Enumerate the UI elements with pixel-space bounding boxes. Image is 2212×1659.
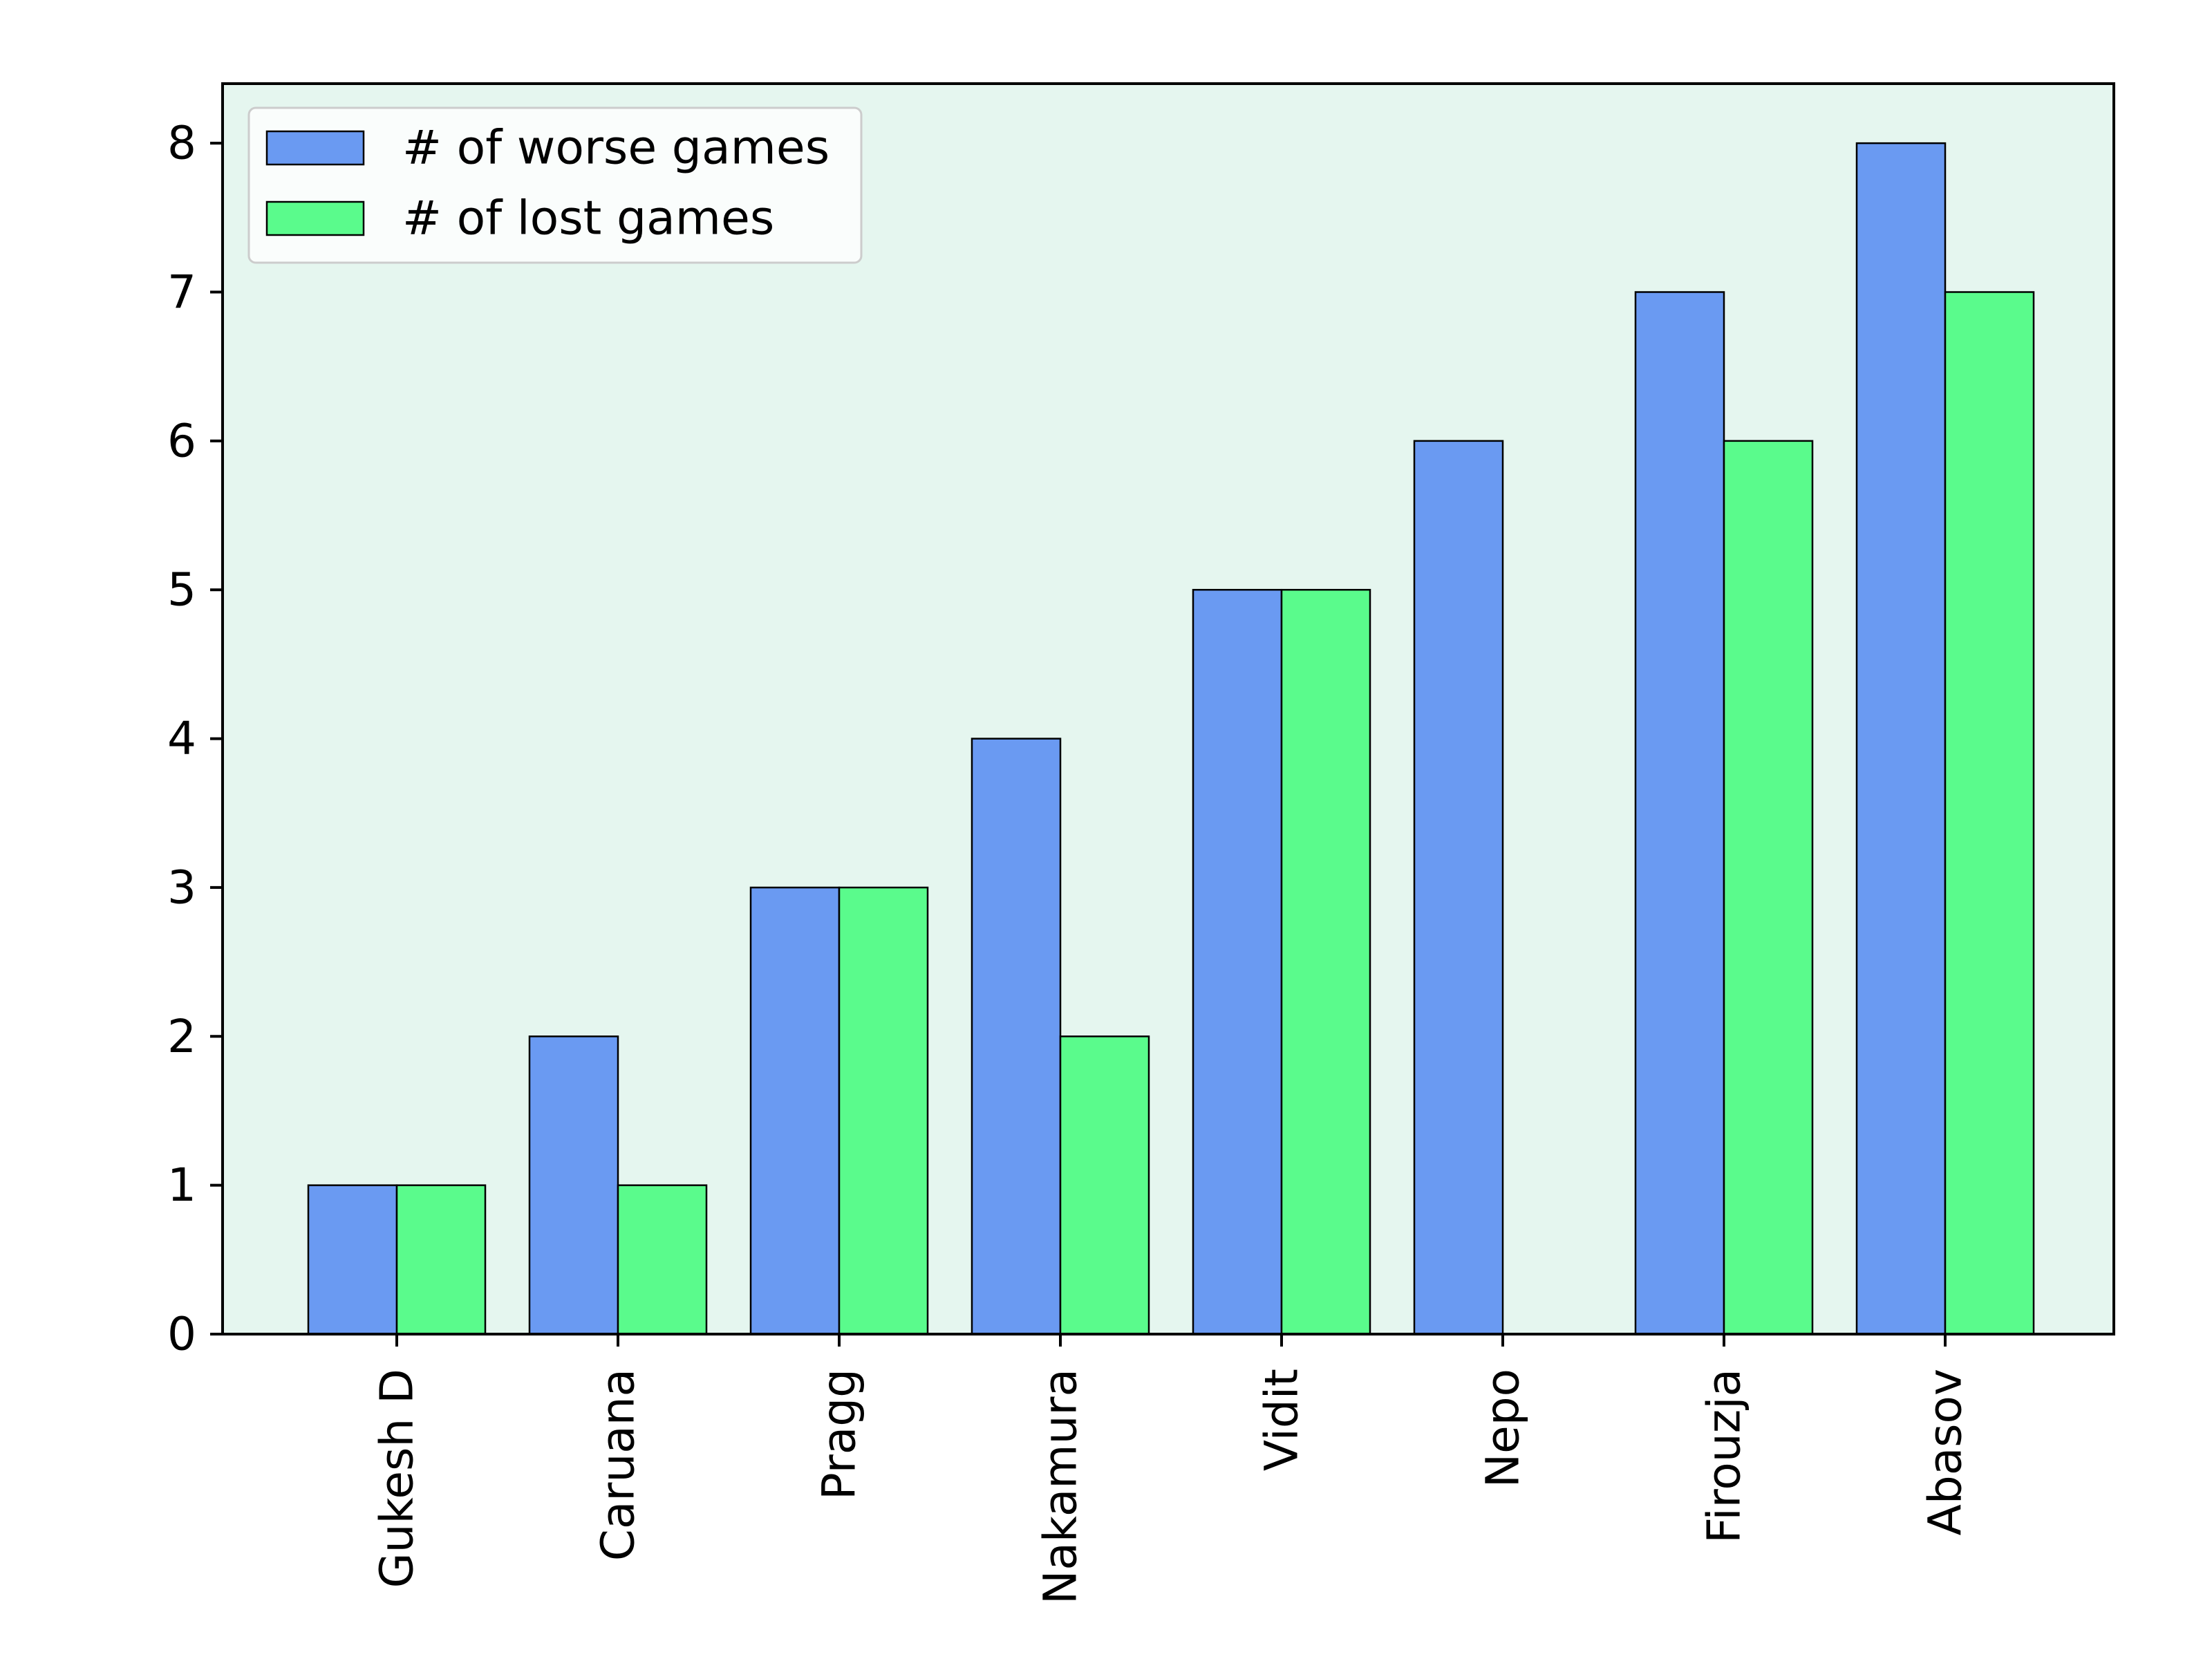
bar-lost-gukesh-d xyxy=(395,1184,487,1335)
legend-label: # of worse games xyxy=(402,121,830,176)
y-axis: 0 1 2 3 4 5 6 7 8 xyxy=(167,117,223,1361)
plot-frame xyxy=(221,82,2115,1335)
bars-group xyxy=(307,142,2035,1335)
bar-worse-firouzja xyxy=(1634,291,1725,1335)
y-tick-label: 6 xyxy=(167,414,196,467)
bar-worse-gukesh-d xyxy=(307,1184,398,1335)
bar-lost-abasov xyxy=(1944,291,2035,1335)
legend-swatch xyxy=(265,200,365,236)
x-tick-label: Nakamura xyxy=(1034,1369,1087,1604)
y-tick-label: 1 xyxy=(167,1159,196,1212)
x-tick-label: Vidit xyxy=(1255,1369,1309,1471)
x-tick-label: Nepo xyxy=(1477,1369,1530,1488)
x-axis: Gukesh D Caruana Pragg Nakamura Vidit Nepo Fir… xyxy=(371,1334,1972,1604)
bar-worse-pragg xyxy=(749,886,841,1335)
bar-lost-pragg xyxy=(838,886,929,1335)
x-tick-label: Gukesh D xyxy=(371,1369,424,1588)
bar-lost-vidit xyxy=(1280,588,1371,1335)
bar-lost-nakamura xyxy=(1059,1035,1150,1335)
bar-lost-firouzja xyxy=(1723,440,1814,1335)
x-tick-label: Pragg xyxy=(813,1369,866,1500)
bar-worse-nakamura xyxy=(971,738,1062,1335)
legend-swatch xyxy=(265,130,365,166)
x-tick-label: Abasov xyxy=(1919,1369,1972,1535)
x-tick-label: Firouzja xyxy=(1698,1369,1751,1544)
bar-worse-nepo xyxy=(1413,440,1504,1335)
legend-label: # of lost games xyxy=(402,191,774,246)
bar-worse-caruana xyxy=(528,1035,619,1335)
y-tick-label: 0 xyxy=(167,1308,196,1361)
legend-box xyxy=(247,106,863,264)
y-tick-label: 2 xyxy=(167,1010,196,1063)
bar-worse-vidit xyxy=(1192,588,1283,1335)
y-tick-label: 3 xyxy=(167,861,196,914)
bar-lost-caruana xyxy=(617,1184,708,1335)
x-tick-label: Caruana xyxy=(592,1369,645,1561)
y-tick-label: 5 xyxy=(167,563,196,617)
y-tick-label: 4 xyxy=(167,712,196,765)
legend: # of worse games # of lost games xyxy=(247,106,863,264)
y-tick-label: 7 xyxy=(167,265,196,319)
plot-background xyxy=(223,84,2114,1334)
y-tick-label: 8 xyxy=(167,117,196,170)
bar-worse-abasov xyxy=(1855,142,1947,1335)
